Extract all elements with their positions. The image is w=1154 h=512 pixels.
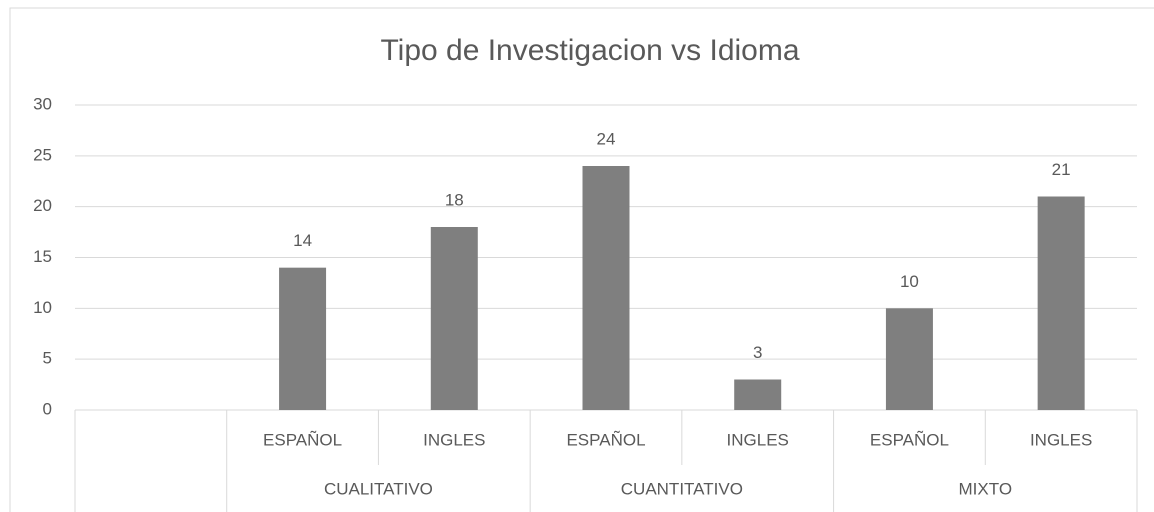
y-tick-label: 5 (43, 349, 52, 368)
value-label: 10 (900, 272, 919, 291)
value-label: 3 (753, 343, 762, 362)
group-label: CUANTITATIVO (621, 479, 743, 498)
value-label: 14 (293, 231, 312, 250)
y-tick-label: 30 (33, 94, 52, 113)
x-tick-label: INGLES (1030, 430, 1092, 449)
bar (279, 267, 327, 410)
bar (734, 379, 782, 410)
value-label: 21 (1052, 160, 1071, 179)
x-tick-label: INGLES (423, 430, 485, 449)
x-tick-label: INGLES (727, 430, 789, 449)
x-tick-label: ESPAÑOL (566, 430, 645, 449)
y-tick-label: 20 (33, 196, 52, 215)
group-label: CUALITATIVO (324, 479, 433, 498)
y-tick-label: 0 (43, 399, 52, 418)
value-label: 18 (445, 190, 464, 209)
group-label: MIXTO (959, 479, 1013, 498)
y-tick-label: 10 (33, 298, 52, 317)
x-tick-label: ESPAÑOL (870, 430, 949, 449)
bar (885, 308, 933, 410)
bar (582, 166, 630, 410)
chart-title: Tipo de Investigacion vs Idioma (380, 34, 799, 67)
x-tick-label: ESPAÑOL (263, 430, 342, 449)
bar (430, 227, 478, 410)
y-tick-label: 25 (33, 145, 52, 164)
chart-frame (9, 7, 1154, 512)
value-label: 24 (597, 129, 616, 148)
bar (1037, 196, 1085, 410)
y-tick-label: 15 (33, 247, 52, 266)
